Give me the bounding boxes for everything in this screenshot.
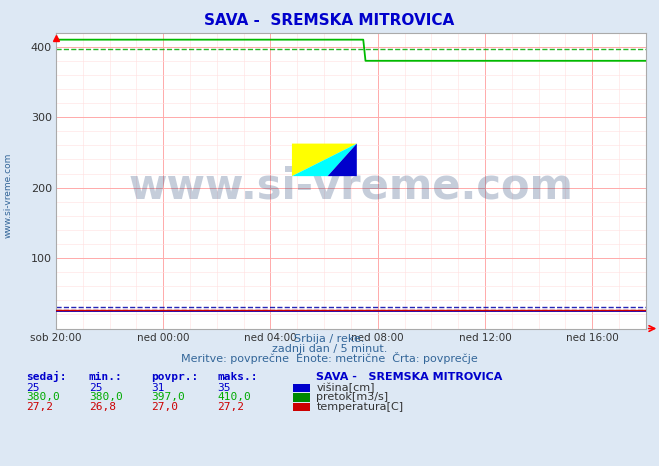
Text: 380,0: 380,0 xyxy=(26,392,60,403)
Text: 410,0: 410,0 xyxy=(217,392,251,403)
Text: www.si-vreme.com: www.si-vreme.com xyxy=(129,165,573,207)
Text: 27,0: 27,0 xyxy=(152,402,179,412)
Text: maks.:: maks.: xyxy=(217,371,258,382)
Text: min.:: min.: xyxy=(89,371,123,382)
Text: Meritve: povprečne  Enote: metrične  Črta: povprečje: Meritve: povprečne Enote: metrične Črta:… xyxy=(181,352,478,364)
Text: Srbija / reke.: Srbija / reke. xyxy=(295,334,364,344)
Polygon shape xyxy=(328,144,357,176)
Polygon shape xyxy=(292,144,357,176)
Text: SAVA -   SREMSKA MITROVICA: SAVA - SREMSKA MITROVICA xyxy=(316,371,503,382)
Text: zadnji dan / 5 minut.: zadnji dan / 5 minut. xyxy=(272,343,387,354)
Text: sedaj:: sedaj: xyxy=(26,371,67,382)
Text: 25: 25 xyxy=(89,383,102,393)
Text: 31: 31 xyxy=(152,383,165,393)
Text: 25: 25 xyxy=(26,383,40,393)
Text: 35: 35 xyxy=(217,383,231,393)
Text: 397,0: 397,0 xyxy=(152,392,185,403)
Text: 26,8: 26,8 xyxy=(89,402,116,412)
Text: višina[cm]: višina[cm] xyxy=(316,383,375,393)
Text: www.si-vreme.com: www.si-vreme.com xyxy=(3,153,13,239)
Text: temperatura[C]: temperatura[C] xyxy=(316,402,403,412)
Text: povpr.:: povpr.: xyxy=(152,371,199,382)
Text: 27,2: 27,2 xyxy=(217,402,244,412)
Text: SAVA -  SREMSKA MITROVICA: SAVA - SREMSKA MITROVICA xyxy=(204,14,455,28)
Polygon shape xyxy=(292,144,357,176)
Text: 27,2: 27,2 xyxy=(26,402,53,412)
Text: pretok[m3/s]: pretok[m3/s] xyxy=(316,392,388,403)
Text: 380,0: 380,0 xyxy=(89,392,123,403)
